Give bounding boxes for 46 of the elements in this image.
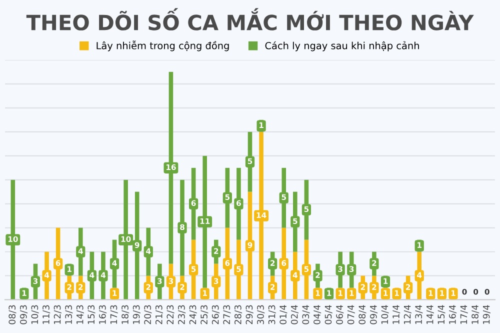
x-tick-label: 18/3 bbox=[122, 305, 130, 324]
x-tick-label: 28/3 bbox=[234, 305, 242, 324]
x-tick-label: 13/4 bbox=[415, 305, 423, 324]
x-tick-label: 18/4 bbox=[472, 305, 480, 324]
x-tick-label: 11/4 bbox=[392, 305, 400, 324]
x-tick-label: 25/3 bbox=[200, 305, 208, 324]
x-tick-label: 21/3 bbox=[155, 305, 164, 324]
x-tick-label: 06/4 bbox=[336, 305, 344, 324]
x-tick-label: 23/3 bbox=[178, 305, 186, 324]
x-tick-label: 16/4 bbox=[449, 305, 457, 324]
x-tick-label: 08/3 bbox=[8, 305, 16, 324]
x-tick-label: 20/3 bbox=[144, 305, 152, 324]
x-tick-label: 17/4 bbox=[460, 305, 468, 324]
x-tick-label: 05/4 bbox=[324, 305, 332, 324]
x-tick-label: 16/3 bbox=[99, 305, 107, 324]
x-tick-label: 01/4 bbox=[280, 305, 288, 324]
x-tick-label: 19/3 bbox=[132, 305, 140, 324]
x-tick-label: 10/4 bbox=[381, 305, 389, 324]
x-tick-label: 04/4 bbox=[314, 305, 322, 324]
x-tick-label: 02/4 bbox=[290, 305, 298, 324]
x-tick-label: 15/3 bbox=[88, 305, 96, 324]
x-tick-label: 12/3 bbox=[54, 305, 62, 324]
x-tick-label: 09/3 bbox=[20, 305, 28, 324]
x-tick-label: 22/3 bbox=[166, 305, 174, 324]
x-tick-label: 09/4 bbox=[370, 305, 378, 324]
x-tick-label: 24/3 bbox=[189, 305, 197, 324]
x-tick-label: 26/3 bbox=[212, 305, 220, 324]
x-tick-label: 08/4 bbox=[358, 305, 366, 324]
x-tick-label: 13/3 bbox=[65, 305, 73, 324]
x-tick-label: 31/3 bbox=[268, 305, 276, 324]
x-tick-label: 17/3 bbox=[110, 305, 118, 324]
x-tick-label: 29/3 bbox=[246, 305, 254, 324]
x-tick-label: 12/4 bbox=[404, 305, 412, 324]
x-tick-label: 19/4 bbox=[482, 305, 490, 324]
x-tick-label: 14/4 bbox=[426, 305, 434, 324]
x-tick-label: 30/3 bbox=[257, 305, 265, 324]
x-tick-label: 27/3 bbox=[223, 305, 231, 324]
x-tick-label: 03/4 bbox=[302, 305, 310, 324]
x-tick-label: 11/3 bbox=[42, 305, 50, 324]
legend-label: Cách ly ngay sau khi nhập cảnh bbox=[265, 41, 419, 52]
x-tick-label: 15/4 bbox=[438, 305, 446, 324]
legend-label: Lây nhiễm trong cộng đồng bbox=[96, 40, 229, 52]
x-tick-label: 14/3 bbox=[76, 305, 84, 324]
x-tick-label: 07/4 bbox=[347, 305, 355, 324]
chart-title: THEO DÕI SỐ CA MẮC MỚI THEO NGÀY bbox=[26, 8, 474, 30]
x-tick-label: 10/3 bbox=[31, 305, 39, 324]
